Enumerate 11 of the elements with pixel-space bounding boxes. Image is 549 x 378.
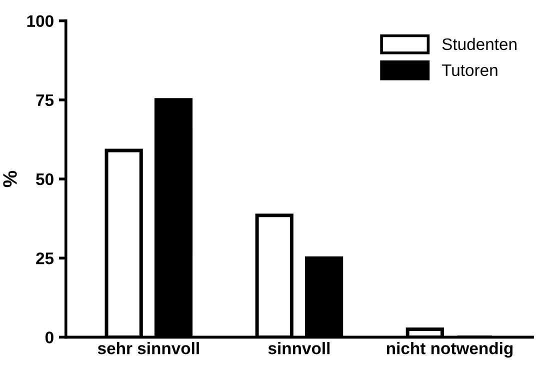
y-tick-label: 25 bbox=[36, 252, 54, 264]
y-tick-label: 75 bbox=[36, 94, 54, 106]
legend-label: Tutoren bbox=[442, 64, 498, 76]
y-tick-label: 100 bbox=[27, 15, 54, 27]
x-tick-label: sehr sinnvoll bbox=[98, 342, 199, 354]
legend-label: Studenten bbox=[442, 38, 516, 50]
y-tick-label: 50 bbox=[36, 173, 54, 186]
x-tick-label: nicht notwendig bbox=[386, 342, 513, 358]
y-tick-label: 0 bbox=[45, 332, 54, 344]
x-tick-label: sinnvoll bbox=[268, 342, 330, 354]
y-axis-title: % bbox=[3, 170, 17, 188]
